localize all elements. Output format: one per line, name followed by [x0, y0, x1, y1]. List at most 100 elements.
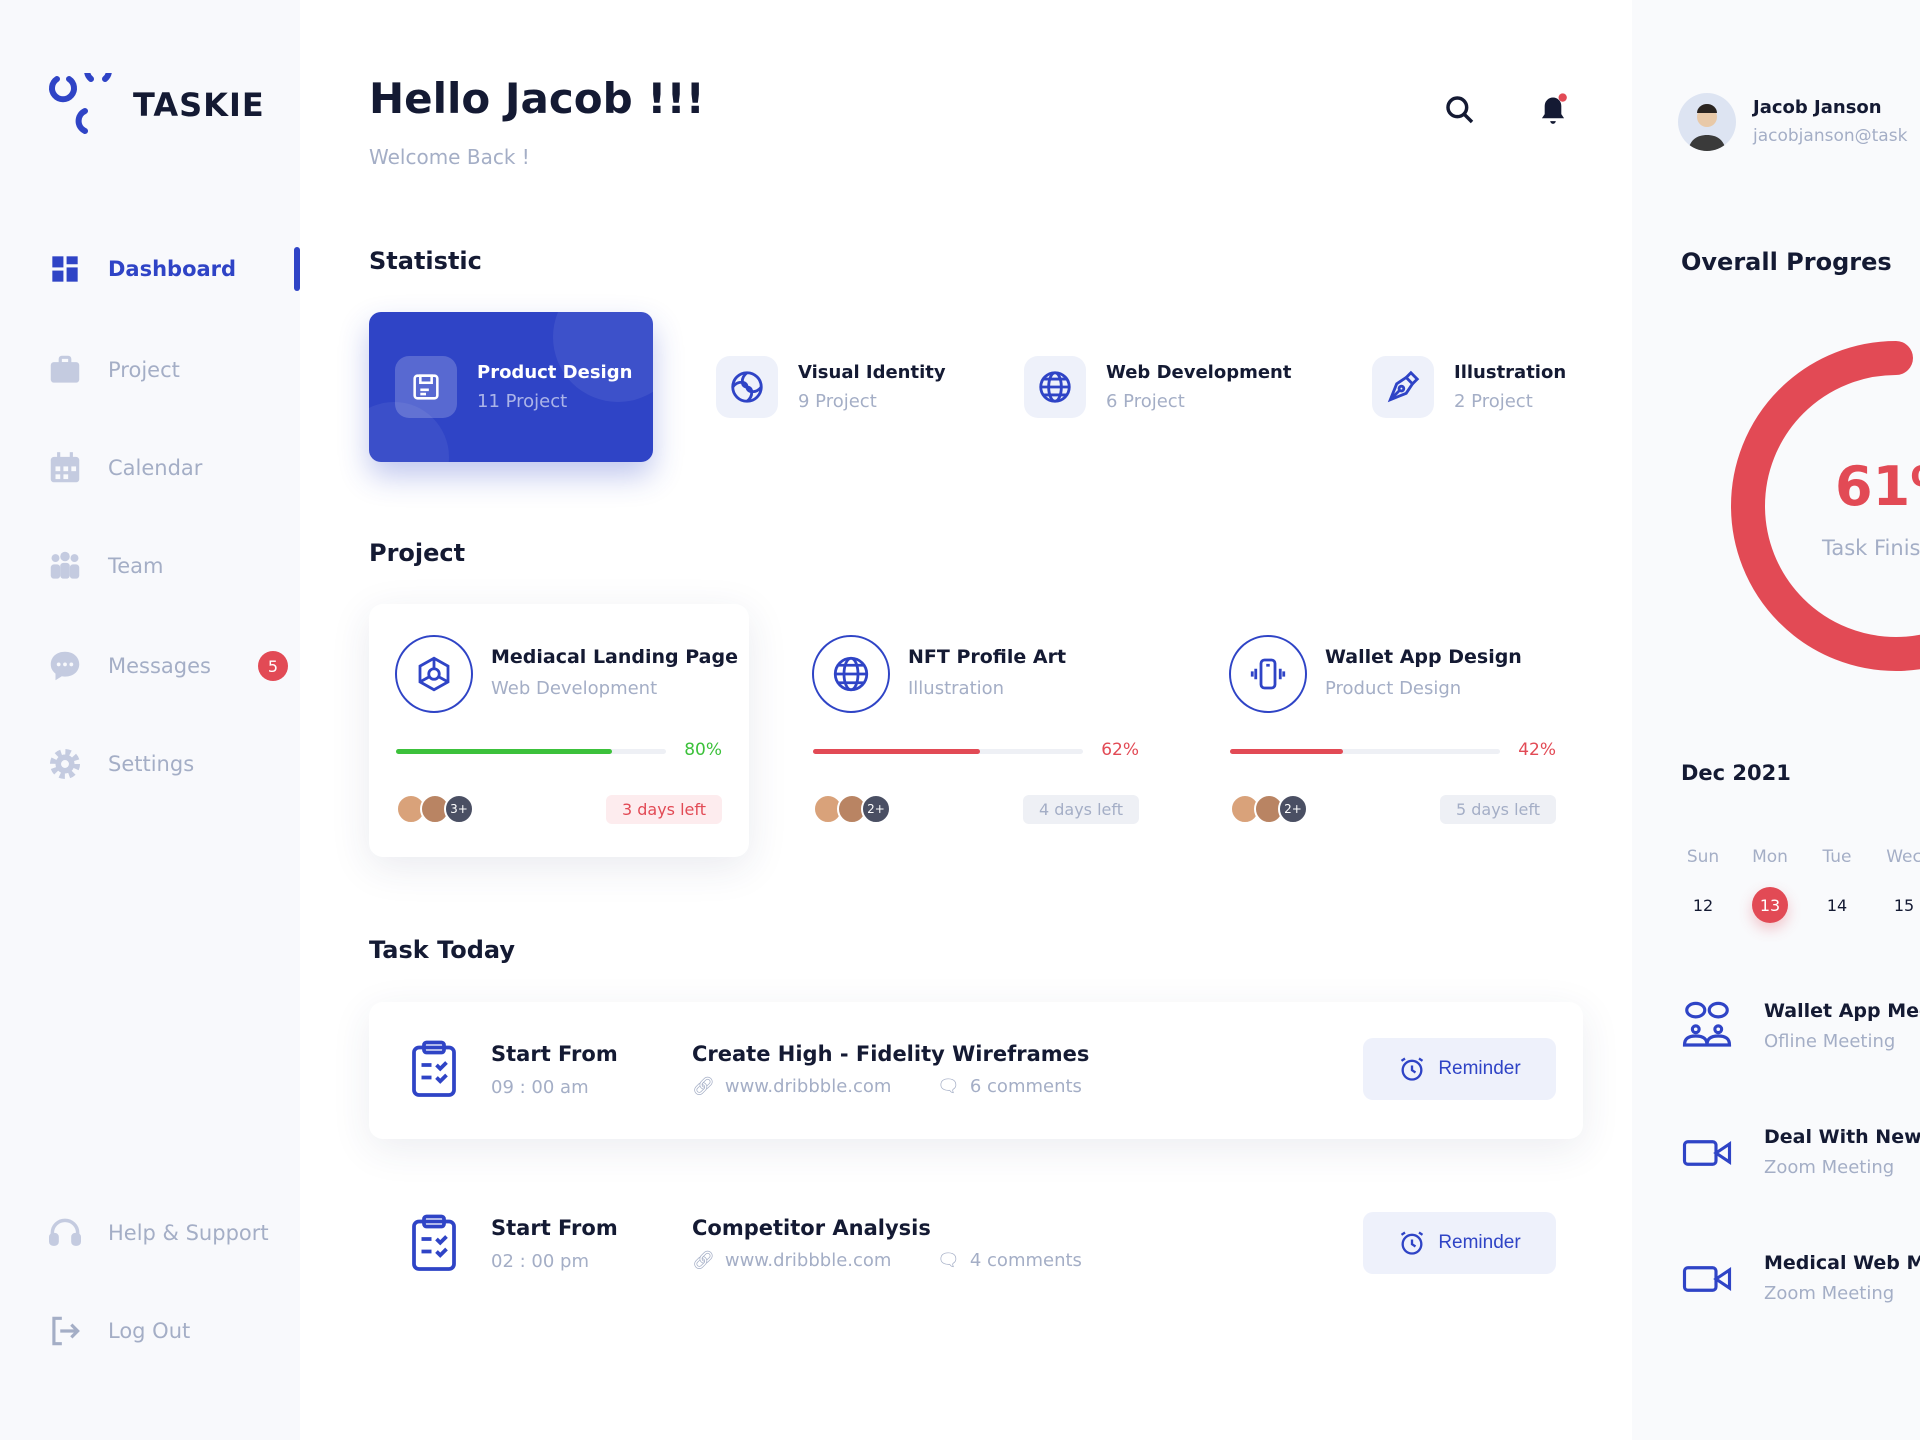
project-progress-label: 80% — [684, 740, 722, 760]
avatar[interactable] — [1678, 93, 1736, 151]
logo[interactable]: TASKIE — [47, 73, 265, 137]
link-icon: 🔗︎ — [692, 1076, 715, 1097]
globe-icon — [1024, 356, 1086, 418]
sidebar-item-team[interactable]: Team — [46, 544, 164, 588]
calendar-month: Dec 2021 — [1681, 761, 1791, 785]
project-category: Product Design — [1325, 678, 1462, 699]
logout-button[interactable]: Log Out — [46, 1309, 190, 1353]
team-icon — [50, 551, 80, 579]
comment-icon: 🗨︎ — [937, 1250, 960, 1271]
sidebar-item-calendar[interactable]: Calendar — [46, 446, 202, 490]
project-category: Web Development — [491, 678, 658, 699]
messages-count-badge: 5 — [258, 651, 288, 681]
progress-caption: Task Finis — [1822, 536, 1920, 560]
weekday-label: Sun — [1686, 847, 1720, 867]
sidebar-item-messages[interactable]: Messages — [46, 644, 211, 688]
deadline-badge: 3 days left — [605, 795, 722, 824]
stat-count: 6 Project — [1106, 391, 1185, 412]
calendar-date[interactable]: 13 — [1752, 887, 1788, 923]
member-avatar — [813, 794, 843, 824]
help-support-link[interactable]: Help & Support — [46, 1211, 269, 1255]
reminder-label: Reminder — [1438, 1232, 1521, 1253]
project-category: Illustration — [908, 678, 1005, 699]
stat-card-web-development[interactable]: Web Development 6 Project — [1024, 312, 1291, 462]
chat-icon — [50, 651, 80, 681]
network-cube-icon — [395, 635, 473, 713]
task-link-text: www.dribbble.com — [724, 1076, 892, 1097]
task-link-text: www.dribbble.com — [724, 1250, 892, 1271]
stat-count: 11 Project — [477, 391, 568, 412]
progress-ring — [1731, 341, 1920, 671]
calendar-date[interactable]: 15 — [1893, 895, 1915, 915]
stat-card-visual-identity[interactable]: Visual Identity 9 Project — [716, 312, 946, 462]
sidebar-item-project[interactable]: Project — [46, 348, 180, 392]
sidebar-item-label: Dashboard — [108, 257, 237, 281]
project-title: Wallet App Design — [1325, 646, 1522, 668]
task-row[interactable]: Start From 02 : 00 pm Competitor Analysi… — [369, 1176, 1583, 1313]
sidebar-item-label: Project — [108, 358, 180, 382]
task-comments[interactable]: 🗨︎ 4 comments — [937, 1250, 1082, 1271]
progress-ring-arc — [1731, 341, 1920, 671]
project-progress-label: 62% — [1101, 740, 1139, 760]
task-link[interactable]: 🔗︎ www.dribbble.com — [692, 1076, 891, 1097]
task-today-heading: Task Today — [369, 936, 516, 964]
stat-card-product-design[interactable]: Product Design 11 Project — [369, 312, 653, 462]
project-heading: Project — [369, 539, 466, 567]
logo-icon — [49, 73, 112, 134]
alarm-clock-icon — [1401, 1231, 1424, 1255]
statistic-heading: Statistic — [369, 247, 482, 275]
meeting-title: Deal With New — [1764, 1126, 1920, 1148]
project-progress-bar — [813, 749, 1083, 754]
task-comments[interactable]: 🗨︎ 6 comments — [937, 1076, 1082, 1097]
meeting-item[interactable]: Deal With New Zoom Meeting — [1680, 1126, 1920, 1184]
calendar-date[interactable]: 12 — [1692, 895, 1714, 915]
start-time: 02 : 00 pm — [491, 1251, 589, 1272]
reminder-label: Reminder — [1438, 1058, 1521, 1079]
stat-card-illustration[interactable]: Illustration 2 Project — [1372, 312, 1566, 462]
active-indicator — [294, 247, 300, 291]
progress-fill — [1230, 749, 1344, 754]
start-label: Start From — [491, 1042, 618, 1066]
project-card-medical-landing-page[interactable]: Mediacal Landing Page Web Development 80… — [369, 604, 749, 857]
sidebar-item-label: Messages — [108, 654, 211, 678]
logout-icon — [52, 1316, 80, 1346]
bell-icon[interactable] — [1536, 92, 1570, 128]
spiral-icon — [716, 356, 778, 418]
task-link[interactable]: 🔗︎ www.dribbble.com — [692, 1250, 891, 1271]
meeting-item[interactable]: Wallet App Mee Ofline Meeting — [1680, 1000, 1920, 1058]
meeting-item[interactable]: Medical Web M Zoom Meeting — [1680, 1252, 1920, 1310]
task-comments-text: 4 comments — [969, 1250, 1082, 1271]
overall-progress-heading: Overall Progres — [1681, 248, 1892, 276]
sidebar-item-settings[interactable]: Settings — [46, 742, 194, 786]
reminder-button[interactable]: Reminder — [1363, 1212, 1556, 1274]
stat-count: 9 Project — [798, 391, 877, 412]
project-card-nft-profile-art[interactable]: NFT Profile Art Illustration 62% 2+ 4 da… — [786, 604, 1166, 857]
deadline-badge: 4 days left — [1022, 795, 1139, 824]
calendar-icon — [50, 452, 80, 483]
sidebar-item-dashboard[interactable]: Dashboard — [46, 247, 236, 291]
stat-title: Web Development — [1106, 362, 1292, 383]
task-comments-text: 6 comments — [969, 1076, 1082, 1097]
calendar-date[interactable]: 14 — [1826, 895, 1848, 915]
task-row[interactable]: Start From 09 : 00 am Create High - Fide… — [369, 1002, 1583, 1139]
vibrating-phone-icon — [1229, 635, 1307, 713]
stat-title: Product Design — [477, 362, 633, 383]
member-more-count: 3+ — [444, 794, 474, 824]
member-more-count: 2+ — [1278, 794, 1308, 824]
meeting-type: Ofline Meeting — [1764, 1031, 1896, 1052]
sidebar-item-label: Team — [108, 554, 164, 578]
gear-icon — [49, 748, 81, 780]
project-card-wallet-app-design[interactable]: Wallet App Design Product Design 42% 2+ … — [1203, 604, 1583, 857]
sidebar-item-label: Settings — [108, 752, 195, 776]
reminder-button[interactable]: Reminder — [1363, 1038, 1556, 1100]
member-avatars: 3+ — [396, 794, 474, 824]
people-chat-icon — [1680, 1000, 1734, 1058]
clipboard-check-icon — [412, 1214, 456, 1271]
member-avatars: 2+ — [1230, 794, 1308, 824]
project-title: NFT Profile Art — [908, 646, 1067, 668]
member-avatar — [1254, 794, 1284, 824]
weekday-label: Mon — [1752, 847, 1788, 867]
user-name: Jacob Janson — [1753, 97, 1882, 118]
search-icon[interactable] — [1444, 94, 1476, 126]
sidebar-item-label: Calendar — [108, 456, 203, 480]
